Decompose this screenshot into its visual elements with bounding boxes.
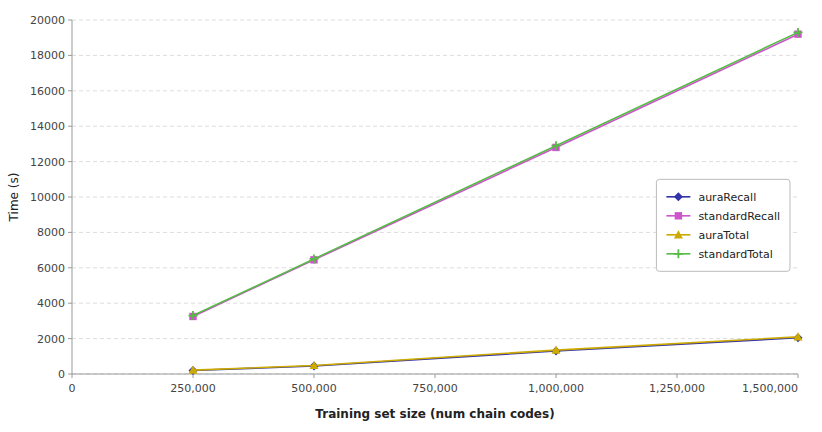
tick-mark [677, 374, 678, 378]
grid-line [72, 90, 798, 91]
tick-label: 18000 [30, 49, 65, 62]
legend-label: auraRecall [698, 191, 756, 204]
tick-mark [556, 374, 557, 378]
x-axis-label: Training set size (num chain codes) [315, 407, 554, 421]
tick-mark [68, 374, 72, 375]
tick-label: 14000 [30, 120, 65, 133]
marker [552, 346, 561, 354]
tick-label: 0 [69, 382, 76, 395]
tick-mark [68, 267, 72, 268]
tick-label: 0 [58, 368, 65, 381]
series-line [193, 337, 798, 370]
tick-mark [68, 303, 72, 304]
y-axis-line [72, 20, 73, 374]
legend-swatch [675, 212, 682, 219]
tick-label: 250,000 [170, 382, 216, 395]
legend-label: auraTotal [698, 229, 749, 242]
legend-label: standardTotal [698, 248, 772, 261]
marker [552, 141, 561, 150]
legend-box [656, 179, 790, 271]
marker [794, 332, 803, 340]
x-axis-line [72, 374, 798, 375]
tick-label: 4000 [37, 297, 65, 310]
marker [310, 361, 319, 369]
tick-mark [68, 197, 72, 198]
plot-area [189, 28, 803, 375]
tick-mark [68, 20, 72, 21]
y-axis-label: Time (s) [7, 173, 21, 223]
tick-mark [68, 126, 72, 127]
marker [794, 28, 803, 37]
grid-line [72, 161, 798, 162]
legend-swatch [674, 249, 683, 258]
legend: auraRecall standardRecall auraTotal standar… [656, 179, 790, 271]
tick-mark [68, 338, 72, 339]
tick-mark [68, 161, 72, 162]
legend-swatch [674, 192, 683, 201]
marker [189, 311, 198, 320]
tick-label: 1,250,000 [649, 382, 705, 395]
tick-label: 20000 [30, 14, 65, 27]
grid-line [72, 303, 798, 304]
marker [189, 366, 198, 374]
tick-mark [314, 374, 315, 378]
grid-line [72, 197, 798, 198]
series-line [193, 32, 798, 315]
x-axis: 0 250,000 500,000 750,000 1,000,000 1,250,000… [69, 374, 799, 395]
legend-swatch [674, 230, 683, 238]
grid-line [72, 20, 798, 21]
grid-line [72, 55, 798, 56]
tick-mark [72, 374, 73, 378]
tick-label: 1,000,000 [528, 382, 584, 395]
series-line [193, 338, 798, 371]
tick-label: 8000 [37, 226, 65, 239]
series-line [193, 34, 798, 316]
grid-line [72, 126, 798, 127]
marker [310, 254, 319, 263]
chart: 0 2000 4000 6000 8000 10000 12000 14000 16000 180… [0, 0, 822, 432]
tick-label: 10000 [30, 191, 65, 204]
tick-label: 500,000 [291, 382, 337, 395]
y-axis: 0 2000 4000 6000 8000 10000 12000 14000 16000 180… [30, 14, 798, 381]
tick-label: 12000 [30, 156, 65, 169]
legend-label: standardRecall [698, 210, 780, 223]
tick-label: 6000 [37, 262, 65, 275]
grid-line [72, 374, 798, 375]
tick-mark [68, 90, 72, 91]
tick-mark [798, 374, 799, 378]
tick-label: 16000 [30, 85, 65, 98]
tick-label: 2000 [37, 333, 65, 346]
tick-label: 1,500,000 [742, 382, 798, 395]
tick-mark [435, 374, 436, 378]
tick-mark [68, 232, 72, 233]
tick-label: 750,000 [412, 382, 458, 395]
grid-line [72, 338, 798, 339]
tick-mark [68, 55, 72, 56]
